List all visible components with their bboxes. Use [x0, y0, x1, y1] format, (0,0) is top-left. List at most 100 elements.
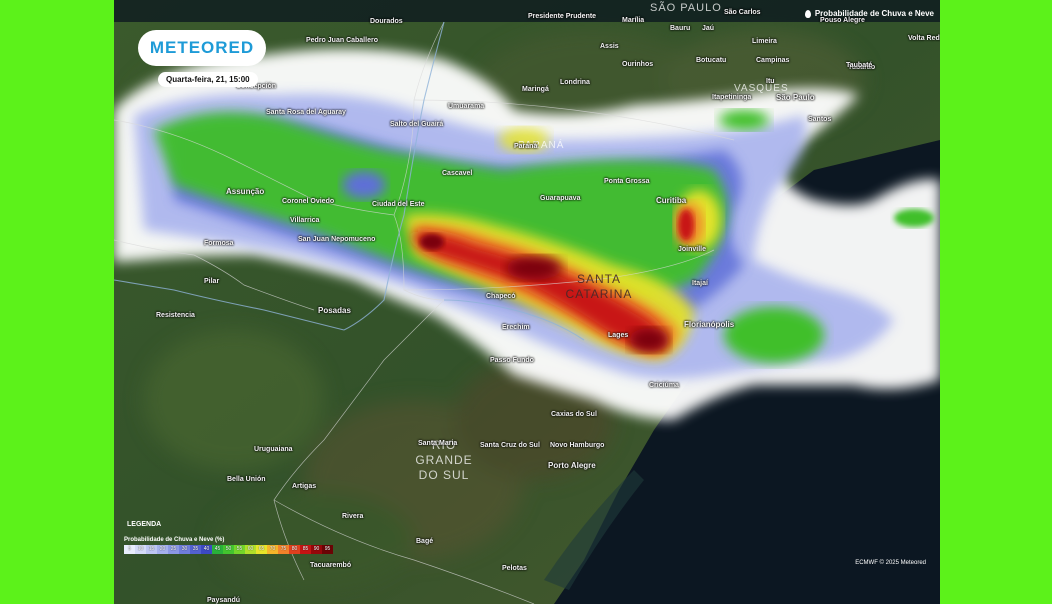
map-canvas: [114, 0, 940, 604]
city-label: Guarapuava: [540, 195, 581, 202]
city-label: Campinas: [756, 57, 790, 64]
city-label: Tubarão: [848, 64, 876, 71]
city-label: Dourados: [370, 18, 403, 25]
lagoa-dos-patos: [544, 470, 644, 590]
city-label: Formosa: [204, 240, 234, 247]
legend-swatch: 5: [124, 545, 135, 554]
state-label: SANTA CATARINA: [565, 272, 633, 301]
city-label: Curitiba: [656, 196, 687, 205]
legend-swatch: 40: [201, 545, 212, 554]
city-label: Florianópolis: [684, 320, 735, 329]
weather-map[interactable]: SÃO PAULO PARANÁ SANTA CATARINA RIO GRAN…: [114, 0, 940, 604]
political-borders: [114, 21, 735, 604]
city-label: Umuarama: [448, 103, 485, 110]
city-label: Concepción: [236, 83, 277, 90]
city-label: Itu: [766, 78, 775, 85]
legend-swatch: 30: [179, 545, 190, 554]
city-label: Passo Fundo: [490, 357, 534, 364]
city-label: Pelotas: [502, 565, 527, 572]
city-label: Volta Redonda: [908, 35, 940, 42]
legend-swatch: 15: [146, 545, 157, 554]
map-title-text: Probabilidade de Chuva e Neve: [814, 9, 934, 18]
city-label: Posadas: [318, 306, 351, 315]
city-label: Cascavel: [442, 170, 473, 177]
city-label: Ponta Grossa: [604, 178, 650, 185]
city-label: Rivera: [342, 513, 364, 520]
city-label: Uruguaiana: [254, 446, 293, 453]
city-label: São Paulo: [776, 93, 815, 102]
city-label: Assunção: [226, 187, 265, 196]
legend-label: Probabilidade de Chuva e Neve (%): [124, 537, 225, 543]
state-label: SÃO PAULO: [650, 2, 722, 14]
city-label: São Carlos: [724, 9, 761, 16]
legend-swatch: 60: [245, 545, 256, 554]
city-label: Londrina: [560, 79, 590, 86]
legend-swatch: 45: [212, 545, 223, 554]
legend-header: LEGENDA: [127, 521, 162, 528]
city-label: Paraná: [514, 143, 538, 150]
legend-swatch: 10: [135, 545, 146, 554]
city-label: Erechim: [502, 324, 530, 331]
state-label: VASQUES: [734, 83, 789, 94]
city-label: Villarrica: [290, 217, 320, 224]
city-label: Pilar: [204, 278, 220, 285]
city-label: Ciudad del Este: [372, 201, 425, 208]
legend-swatch: 20: [157, 545, 168, 554]
city-label: Santa Rosa del Aguaray: [266, 109, 346, 116]
city-label: Santos: [808, 116, 832, 123]
city-label: Resistencia: [156, 312, 195, 319]
city-label: Novo Hamburgo: [550, 442, 605, 449]
city-label: Pedro Juan Caballero: [306, 37, 378, 44]
date-time-label: Quarta-feira, 21, 15:00: [158, 72, 258, 87]
city-label: Bagé: [416, 538, 434, 545]
legend-swatch: 25: [168, 545, 179, 554]
city-label: Artigas: [292, 483, 317, 490]
legend-swatch: 70: [267, 545, 278, 554]
legend-scale: 5 10 15 20 25 30 35 40 45 50 55 60 65 70 75 80 85 90 95: [124, 545, 333, 554]
legend-swatch: 50: [223, 545, 234, 554]
map-header-bar: [114, 0, 940, 22]
city-label: Salto del Guairá: [390, 121, 444, 128]
city-label: Presidente Prudente: [528, 13, 597, 20]
city-label: Bauru: [670, 25, 691, 32]
legend: Probabilidade de Chuva e Neve (%) 5 10 15 2…: [124, 537, 333, 554]
city-label: Porto Alegre: [548, 461, 596, 470]
legend-swatch: 80: [289, 545, 300, 554]
city-label: Itapetininga: [712, 94, 752, 101]
city-label: Paysandú: [207, 597, 241, 604]
city-label: Taubaté: [846, 62, 873, 69]
legend-swatch: 95: [322, 545, 333, 554]
credit-text: ECMWF © 2025 Meteored: [855, 560, 926, 566]
city-label: Tacuarembó: [310, 562, 352, 569]
city-label: Santa Maria: [418, 440, 458, 447]
city-label: Criciúma: [649, 382, 679, 389]
city-label: Pouso Alegre: [820, 17, 865, 24]
legend-swatch: 65: [256, 545, 267, 554]
city-label: Santa Cruz do Sul: [480, 442, 540, 449]
city-label: Caxias do Sul: [551, 411, 597, 418]
meteored-logo[interactable]: METEORED: [138, 30, 266, 66]
rivers: [114, 21, 585, 341]
map-title: Probabilidade de Chuva e Neve: [804, 9, 934, 18]
city-label: Joinville: [678, 246, 707, 253]
legend-swatch: 55: [234, 545, 245, 554]
city-label: Maringá: [522, 86, 549, 93]
legend-swatch: 75: [278, 545, 289, 554]
city-label: Botucatu: [696, 57, 727, 64]
city-label: Coronel Oviedo: [282, 198, 335, 205]
legend-swatch: 85: [300, 545, 311, 554]
city-label: Assis: [600, 43, 619, 50]
city-label: Lages: [608, 332, 629, 339]
city-label: Limeira: [752, 38, 777, 45]
state-label: RIO GRANDE DO SUL: [415, 438, 473, 482]
city-label: San Juan Nepomuceno: [298, 236, 376, 243]
logo-text: METEORED: [149, 38, 255, 57]
state-label: PARANÁ: [518, 140, 565, 151]
legend-swatch: 90: [311, 545, 322, 554]
city-label: Ourinhos: [622, 61, 654, 68]
city-label: Chapecó: [486, 293, 516, 300]
city-label: Marília: [622, 17, 645, 24]
city-label: Jaú: [702, 25, 715, 32]
legend-swatch: 35: [190, 545, 201, 554]
precip-field: [114, 48, 940, 421]
